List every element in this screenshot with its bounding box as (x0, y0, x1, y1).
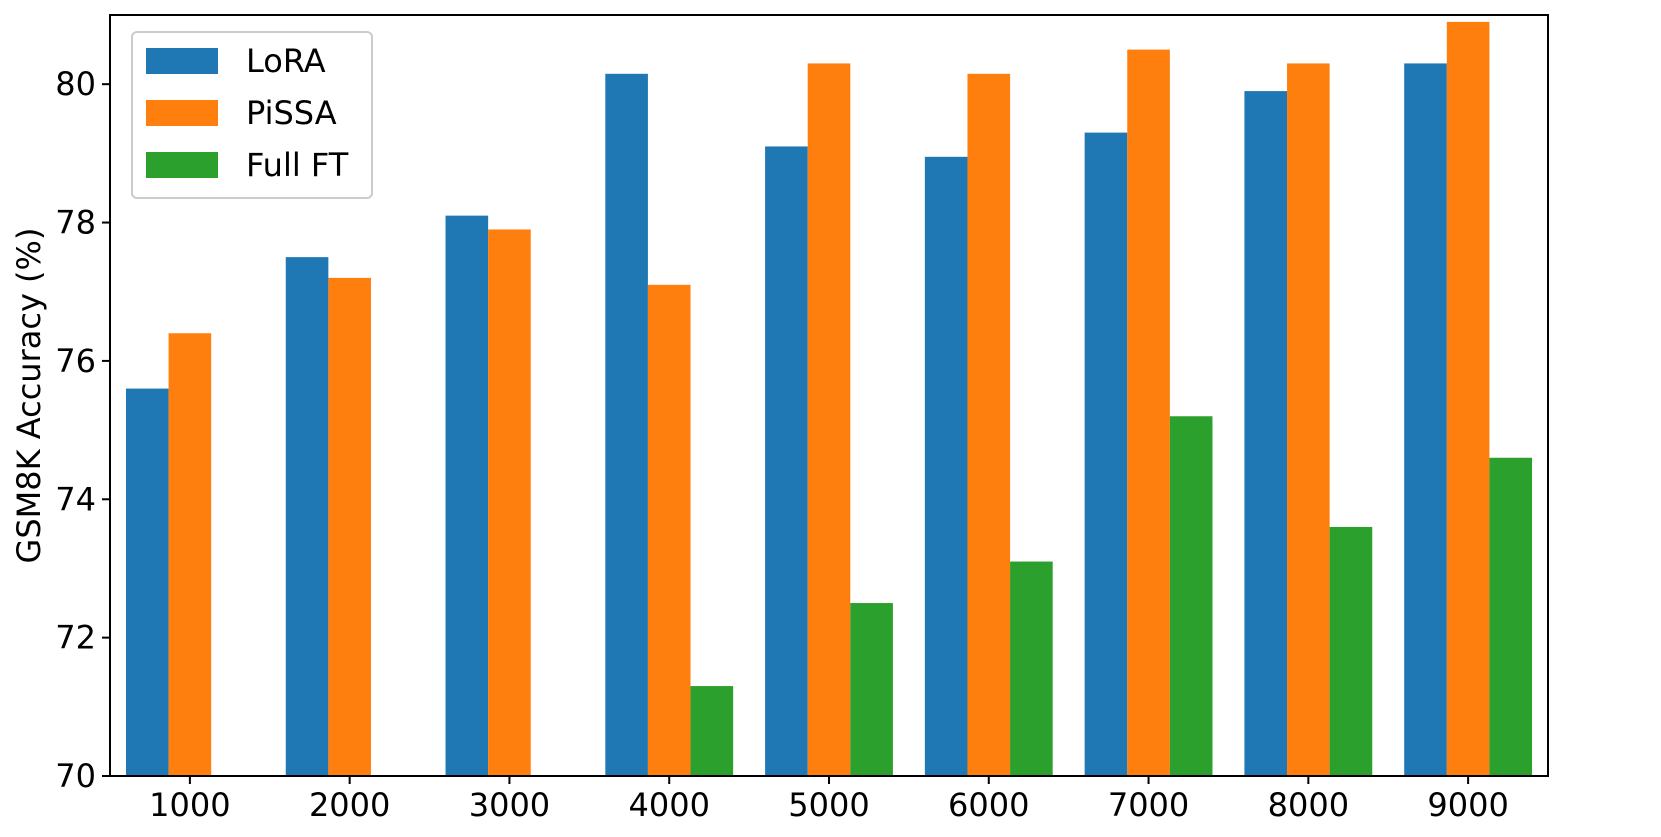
x-tick-label: 9000 (1427, 786, 1508, 824)
bar-lora-3000 (445, 215, 489, 777)
bar-full-ft-8000 (1329, 526, 1373, 776)
x-tick-label: 2000 (309, 786, 390, 824)
bar-lora-6000 (924, 156, 968, 776)
x-tick-label: 6000 (948, 786, 1029, 824)
bar-full-ft-4000 (690, 686, 734, 776)
legend-label-lora: LoRA (246, 42, 326, 80)
x-tick-label: 7000 (1108, 786, 1189, 824)
bar-pissa-1000 (168, 333, 212, 776)
bar-full-ft-6000 (1010, 561, 1053, 776)
bars-layer (125, 21, 1533, 777)
y-tick-label: 72 (55, 619, 96, 657)
bar-pissa-8000 (1287, 63, 1330, 777)
y-tick-label: 70 (55, 757, 96, 795)
bar-lora-4000 (605, 73, 648, 776)
y-tick-label: 76 (55, 342, 96, 380)
x-tick-label: 5000 (788, 786, 869, 824)
y-axis-label: GSM8K Accuracy (%) (10, 228, 48, 564)
legend-swatch-lora (146, 48, 218, 74)
bar-full-ft-7000 (1169, 416, 1213, 776)
bar-pissa-2000 (328, 277, 371, 776)
x-axis: 1000 2000 3000 4000 5000 6000 7000 8000 9000 (149, 776, 1509, 824)
bar-lora-2000 (285, 257, 329, 776)
bar-pissa-9000 (1446, 21, 1490, 776)
bar-full-ft-5000 (850, 603, 893, 776)
bar-lora-9000 (1404, 63, 1447, 777)
legend: LoRA PiSSA Full FT (131, 31, 373, 199)
bar-pissa-7000 (1127, 49, 1170, 777)
x-tick-label: 3000 (469, 786, 550, 824)
bar-lora-1000 (125, 388, 169, 776)
bar-lora-5000 (765, 146, 808, 777)
y-tick-label: 80 (55, 65, 96, 103)
bar-pissa-5000 (807, 63, 851, 777)
legend-label-pissa: PiSSA (246, 94, 337, 132)
legend-swatch-full-ft (146, 152, 218, 178)
legend-label-full-ft: Full FT (246, 146, 349, 184)
y-tick-label: 78 (55, 204, 96, 242)
x-tick-label: 4000 (629, 786, 710, 824)
y-axis: 70 72 74 76 78 80 (55, 65, 110, 795)
bar-full-ft-9000 (1489, 457, 1533, 776)
legend-swatch-pissa (146, 100, 218, 126)
bar-pissa-4000 (647, 284, 691, 776)
x-tick-label: 8000 (1268, 786, 1349, 824)
x-tick-label: 1000 (149, 786, 230, 824)
bar-lora-8000 (1244, 91, 1288, 777)
bar-pissa-3000 (488, 229, 531, 777)
bar-pissa-6000 (967, 73, 1011, 776)
bar-lora-7000 (1084, 132, 1128, 777)
y-tick-label: 74 (55, 480, 96, 518)
